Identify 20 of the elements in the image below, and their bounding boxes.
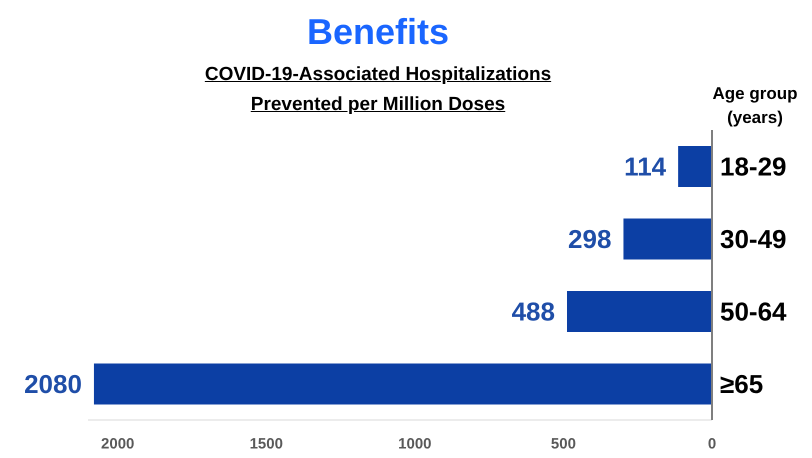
bar xyxy=(94,363,712,404)
bar xyxy=(623,218,712,260)
x-tick-label: 0 xyxy=(708,436,716,453)
x-tick-label: 1500 xyxy=(250,436,283,453)
data-label: 2080 xyxy=(24,368,82,399)
y-tick-label: 50-64 xyxy=(720,296,788,326)
data-label: 114 xyxy=(624,151,667,182)
x-tick-label: 500 xyxy=(550,436,576,453)
chart-title: Benefits xyxy=(306,10,450,52)
y-tick-label: 18-29 xyxy=(720,151,786,182)
data-label: 298 xyxy=(568,224,612,254)
bar xyxy=(566,290,712,332)
y-tick-label: 30-49 xyxy=(720,224,786,254)
bar xyxy=(678,146,712,187)
data-label: 488 xyxy=(512,296,555,326)
y-axis-title: Age group (years) xyxy=(712,83,798,129)
y-tick-label: ≥65 xyxy=(720,368,764,399)
x-tick-label: 1000 xyxy=(398,436,432,453)
chart-subtitle: COVID-19-Associated Hospitalizations Prevented per Million Doses xyxy=(204,63,552,117)
x-tick-label: 2000 xyxy=(101,436,134,453)
